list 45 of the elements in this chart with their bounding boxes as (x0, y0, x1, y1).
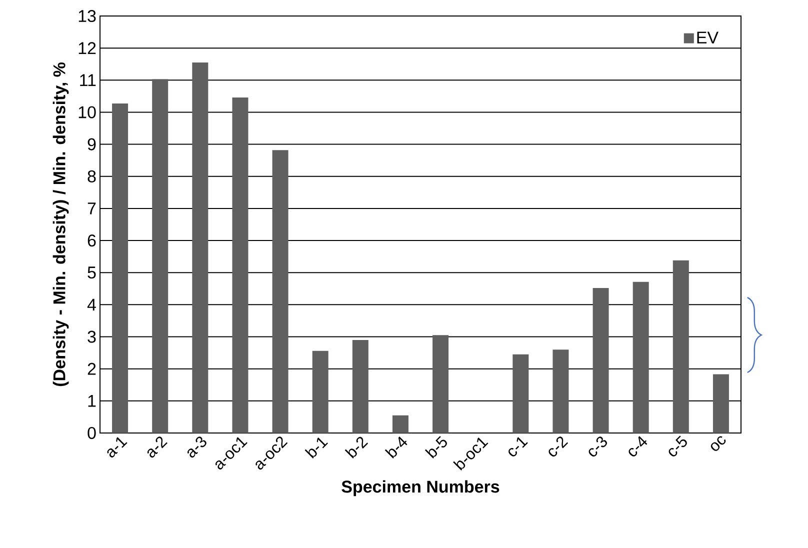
x-tick-label: c-4 (628, 436, 648, 456)
y-tick-label: 13 (78, 10, 96, 22)
y-tick-label: 12 (78, 42, 96, 54)
x-tick-label: a-2 (147, 436, 168, 458)
bar (672, 260, 689, 433)
y-tick-label: 5 (88, 266, 96, 279)
x-tick-label: c-1 (508, 437, 528, 456)
y-tick-label: 0 (88, 426, 96, 440)
x-tick-label: a-3 (187, 436, 206, 458)
y-tick-label: 7 (88, 202, 96, 214)
legend-label: EV (697, 32, 718, 44)
bar (432, 335, 449, 433)
bar (272, 150, 288, 433)
x-tick-label: oc (710, 436, 726, 451)
y-tick-label: 4 (87, 298, 96, 311)
y-tick-label: 10 (78, 106, 96, 118)
bar (632, 282, 649, 433)
bar (232, 97, 248, 433)
y-tick-label: 9 (88, 138, 96, 150)
y-tick-label: 6 (88, 234, 96, 247)
y-tick-label: 8 (88, 170, 96, 182)
bar (312, 350, 328, 433)
x-tick-label: c-2 (548, 436, 568, 456)
bar (192, 62, 208, 433)
x-tick-label: b-5 (424, 436, 447, 458)
x-tick-label: a-1 (107, 437, 128, 458)
bar (152, 79, 168, 433)
x-tick-label: b-2 (344, 436, 368, 458)
x-tick-label: c-3 (588, 436, 608, 456)
x-tick-label: b-4 (384, 436, 408, 458)
bar (112, 104, 128, 433)
bar (592, 288, 609, 433)
bar (512, 354, 529, 433)
y-tick-label: 3 (88, 330, 96, 343)
x-tick-label: b-1 (304, 438, 328, 458)
y-axis-title: (Density - Min. density) / Min. density, % (52, 62, 69, 386)
bar (552, 350, 569, 433)
x-tick-label: c-5 (668, 436, 687, 456)
y-tick-label: 2 (88, 362, 96, 375)
bar (352, 340, 368, 433)
y-tick-label: 1 (88, 395, 96, 407)
y-tick-label: 11 (80, 74, 96, 86)
bar (392, 415, 408, 433)
bar (712, 374, 729, 433)
x-axis-title: Specimen Numbers (342, 480, 500, 496)
